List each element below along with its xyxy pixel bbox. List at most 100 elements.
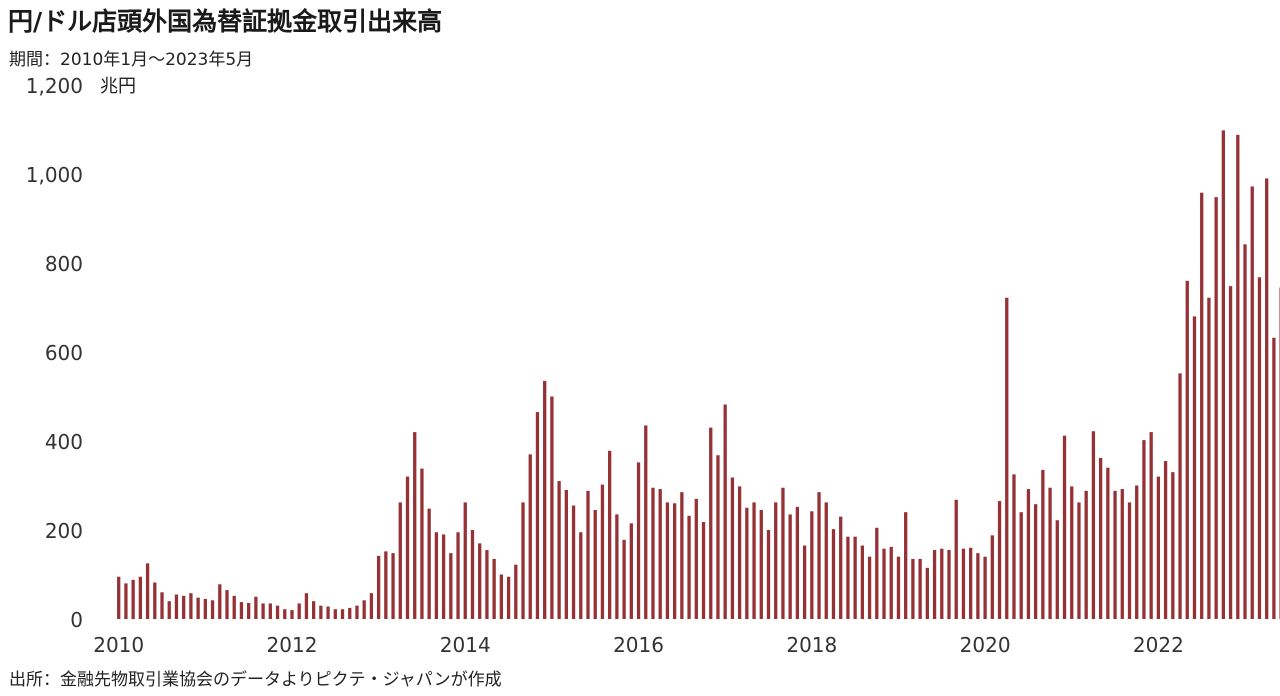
bar	[1062, 435, 1067, 619]
bar	[283, 609, 287, 619]
bar	[145, 563, 150, 620]
bar	[550, 396, 554, 619]
bar	[311, 601, 316, 619]
bar	[376, 555, 381, 619]
bar	[795, 506, 800, 619]
bar	[1070, 486, 1074, 619]
bar	[745, 507, 749, 619]
bar	[1098, 457, 1103, 619]
x-tick-label: 2014	[440, 633, 491, 657]
y-unit-label: 兆円	[100, 76, 136, 97]
bar	[420, 468, 424, 619]
bar	[904, 512, 908, 619]
bar	[824, 502, 828, 619]
bar	[1192, 316, 1197, 619]
bar	[290, 610, 294, 619]
bar	[947, 550, 951, 619]
bar	[1127, 502, 1132, 619]
bar	[1265, 178, 1269, 619]
bar	[449, 553, 453, 619]
bar	[615, 514, 619, 619]
bar	[629, 523, 633, 619]
bar	[817, 492, 821, 619]
bar	[210, 600, 215, 619]
bar	[940, 548, 944, 619]
bar	[586, 490, 590, 619]
y-tick-label: 200	[45, 519, 83, 543]
bar	[896, 556, 901, 619]
bar	[1091, 431, 1096, 619]
bar	[261, 603, 265, 619]
y-tick-label: 400	[45, 430, 83, 454]
bar	[124, 583, 128, 619]
y-tick-label: 1,000	[26, 163, 83, 187]
y-tick-label: 800	[45, 252, 83, 276]
bar	[275, 605, 280, 619]
bar	[1005, 297, 1009, 619]
bar	[990, 535, 994, 619]
bar	[680, 492, 684, 619]
bar	[709, 427, 713, 619]
bar	[203, 598, 207, 619]
bar	[997, 501, 1002, 619]
bar	[232, 595, 236, 619]
bar	[297, 603, 301, 619]
bar	[427, 508, 431, 619]
bar	[1257, 277, 1262, 619]
bar	[182, 595, 186, 619]
bar	[1048, 487, 1052, 619]
bar	[759, 509, 763, 619]
bar	[752, 502, 756, 619]
bar	[1026, 489, 1031, 619]
bar	[911, 558, 915, 619]
bar	[1041, 469, 1045, 619]
source-note: 出所：金融先物取引業協会のデータよりピクテ・ジャパンが作成	[9, 670, 502, 690]
bar	[1178, 373, 1182, 619]
bar	[1106, 467, 1110, 619]
bar	[600, 484, 605, 619]
bar	[1120, 489, 1124, 619]
bar	[535, 412, 540, 619]
bar	[593, 509, 597, 619]
bar	[434, 532, 439, 619]
bar	[846, 536, 850, 619]
bar	[333, 609, 337, 619]
x-tick-label: 2018	[786, 633, 837, 657]
bar	[441, 534, 446, 619]
bar	[1221, 130, 1226, 619]
bar	[1033, 504, 1038, 619]
bar	[1055, 520, 1059, 619]
bar	[1156, 476, 1161, 619]
x-tick-label: 2020	[960, 633, 1011, 657]
bar	[319, 605, 323, 619]
bar	[860, 545, 865, 619]
bar	[788, 514, 792, 619]
bar	[247, 602, 251, 619]
bar	[579, 532, 583, 619]
bar	[492, 558, 496, 619]
bar	[875, 527, 879, 619]
bar	[781, 487, 785, 619]
bar	[694, 498, 698, 619]
bar	[557, 481, 561, 619]
bar	[644, 425, 648, 619]
bar	[1012, 474, 1016, 620]
y-tick-label: 1,200	[26, 74, 83, 98]
bar	[463, 502, 467, 619]
bar	[882, 548, 886, 619]
bar	[737, 486, 742, 619]
bar	[1214, 197, 1218, 619]
bar	[398, 502, 402, 619]
bar	[218, 584, 222, 619]
bar	[369, 593, 374, 619]
y-tick-label: 0	[70, 608, 83, 632]
bar	[225, 590, 229, 619]
bar	[853, 536, 857, 619]
bar	[160, 592, 164, 619]
bar	[167, 601, 171, 619]
bar	[1171, 472, 1175, 619]
bar	[983, 556, 987, 619]
bars-group	[117, 130, 1280, 620]
bar	[355, 605, 359, 619]
bar	[1200, 192, 1204, 619]
